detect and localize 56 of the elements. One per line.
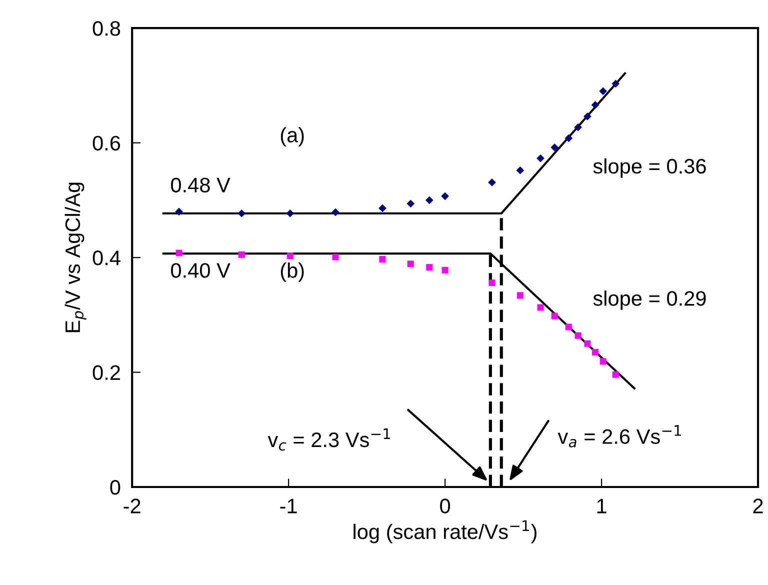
point — [426, 264, 433, 271]
annotation: v$_{c}$ = 2.3 Vs$^{−1}$ — [268, 428, 390, 451]
point — [488, 280, 496, 286]
point — [286, 209, 294, 218]
point — [176, 250, 182, 256]
annotation: (b) — [280, 262, 304, 282]
point — [407, 260, 414, 268]
annotation: (a) — [280, 127, 304, 147]
point — [379, 256, 386, 263]
annotation: 0.40 V — [171, 263, 230, 278]
y-tick-label: 0.4 — [92, 250, 120, 266]
point — [238, 251, 245, 258]
y-tick-label: 0.8 — [92, 21, 120, 36]
point — [441, 192, 449, 200]
point — [175, 208, 183, 216]
point — [564, 134, 573, 142]
annotation: 0.48 V — [171, 178, 230, 192]
point — [238, 209, 246, 218]
point — [600, 358, 606, 365]
point — [378, 204, 386, 212]
point — [536, 154, 544, 162]
point — [565, 324, 572, 330]
y-tick-label: 0.2 — [92, 365, 120, 380]
y-tick-label: 0.6 — [92, 136, 120, 151]
point — [591, 101, 600, 109]
annotation: slope = 0.36 — [593, 158, 706, 178]
point — [574, 123, 582, 132]
point — [592, 348, 599, 356]
point — [332, 254, 339, 260]
x-tick-label: 0 — [440, 498, 450, 514]
point — [584, 112, 592, 120]
point — [332, 208, 340, 216]
point — [537, 304, 544, 311]
point — [599, 87, 608, 96]
point — [574, 332, 582, 339]
point — [584, 340, 591, 347]
point — [425, 196, 434, 204]
point — [516, 292, 524, 299]
y-axis-title: E$_{p}$/V vs AgCl/Ag — [64, 182, 86, 332]
point — [550, 143, 559, 152]
annotation: slope = 0.29 — [593, 290, 706, 310]
point — [612, 80, 620, 88]
point — [286, 252, 294, 260]
point — [551, 312, 558, 320]
y-tick-label: 0 — [110, 480, 120, 495]
annotation: v$_{a}$ = 2.6 Vs$^{−1}$ — [558, 425, 681, 448]
point — [516, 166, 524, 174]
point — [406, 200, 415, 208]
x-axis-title: log (scan rate/Vs$^{−1}$) — [354, 520, 536, 544]
x-tick-label: -1 — [280, 498, 297, 514]
x-tick-label: 1 — [597, 498, 606, 514]
point — [612, 371, 619, 378]
point — [442, 266, 448, 274]
x-tick-label: -2 — [124, 498, 140, 514]
point — [488, 178, 496, 186]
x-tick-label: 2 — [753, 498, 763, 514]
